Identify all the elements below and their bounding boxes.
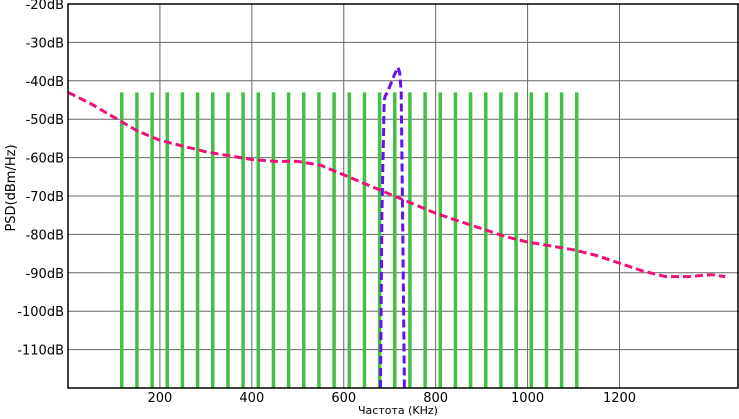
grid-lines <box>68 3 739 388</box>
y-tick-label: -40dB <box>26 75 64 90</box>
x-tick-label: 600 <box>331 391 356 406</box>
x-tick-label: 1000 <box>511 391 544 406</box>
x-tick-label: 800 <box>423 391 448 406</box>
y-tick-label: -50dB <box>26 113 64 128</box>
y-tick-label: -60dB <box>26 152 64 167</box>
y-axis-title: PSD(dBm/Hz) <box>4 144 19 231</box>
y-tick-label: -30dB <box>26 36 64 51</box>
x-axis-title: Частота (KHz) <box>358 404 438 417</box>
y-tick-label: -20dB <box>26 0 64 13</box>
carrier-lines-series <box>120 92 579 388</box>
plot-frame <box>67 3 739 389</box>
plot-series <box>67 65 726 389</box>
x-tick-labels: 200 400 600 800 1000 1200 <box>148 391 637 406</box>
plot-border <box>67 3 739 389</box>
y-tick-label: -100dB <box>17 305 64 320</box>
x-tick-label: 200 <box>148 391 173 406</box>
x-tick-label: 400 <box>239 391 264 406</box>
y-tick-label: -70dB <box>26 190 64 205</box>
signal-peak-series <box>379 65 406 389</box>
y-tick-label: -90dB <box>26 267 64 282</box>
y-tick-label: -110dB <box>17 344 64 359</box>
mask-curve-series <box>67 90 726 279</box>
x-tick-label: 1200 <box>603 391 636 406</box>
y-tick-label: -80dB <box>26 228 64 243</box>
y-tick-labels: -20dB -30dB -40dB -50dB -60dB -70dB -80dB -90dB… <box>17 0 64 359</box>
